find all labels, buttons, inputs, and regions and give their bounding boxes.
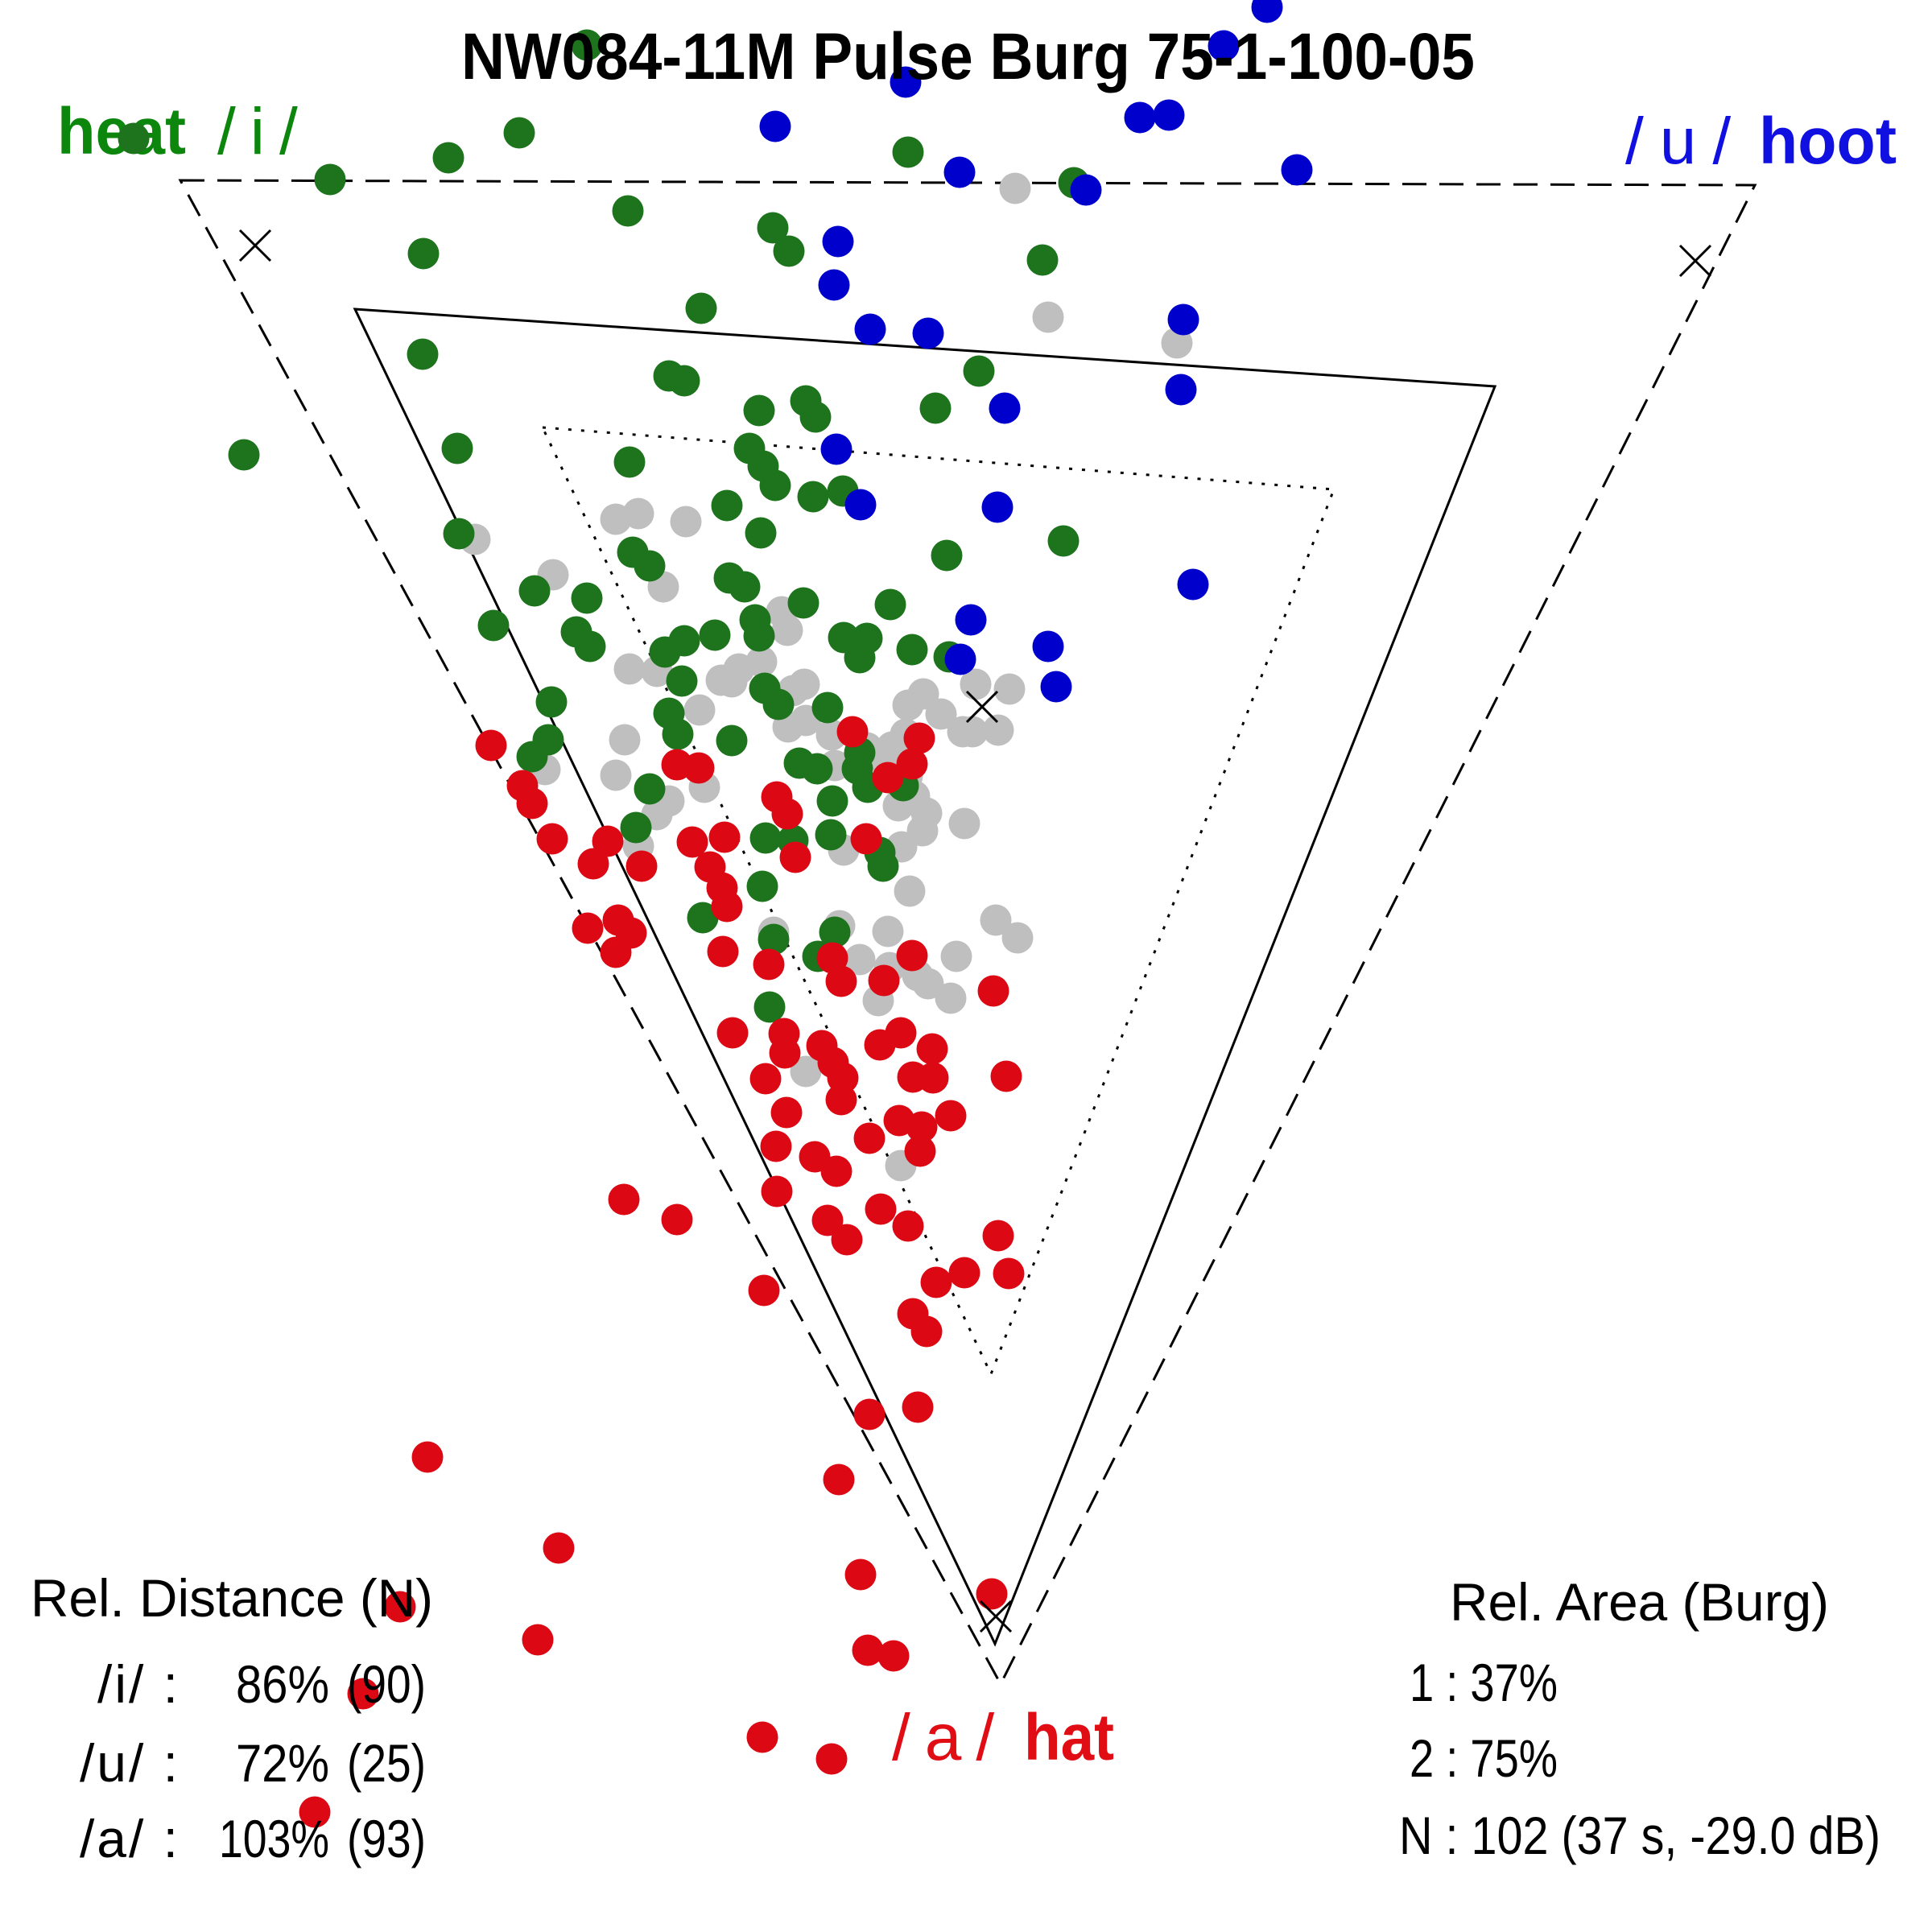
svg-text:2 : 75%: 2 : 75% <box>1410 1728 1558 1788</box>
svg-text:(90): (90) <box>347 1654 426 1714</box>
svg-text:Rel. Area (Burg): Rel. Area (Burg) <box>1450 1572 1829 1632</box>
svg-text:1 : 37%: 1 : 37% <box>1410 1653 1558 1712</box>
svg-text:/u/: /u/ <box>1625 105 1747 178</box>
svg-text:hat: hat <box>1024 1701 1114 1774</box>
svg-text:/a/: /a/ <box>892 1701 1009 1774</box>
svg-text:72%: 72% <box>236 1733 329 1793</box>
svg-text:/i/: /i/ <box>217 95 312 168</box>
svg-text:103%: 103% <box>219 1809 329 1868</box>
svg-text:NW084-11M Pulse Burg 75-1-100-: NW084-11M Pulse Burg 75-1-100-05 <box>461 20 1475 93</box>
svg-text:(93): (93) <box>347 1809 426 1868</box>
svg-text:/i/ :: /i/ : <box>97 1654 180 1714</box>
svg-text:/a/ :: /a/ : <box>80 1809 180 1868</box>
svg-text:Rel. Distance (N): Rel. Distance (N) <box>31 1568 433 1628</box>
svg-text:86%: 86% <box>236 1654 329 1714</box>
svg-text:(25): (25) <box>347 1733 426 1793</box>
svg-text:N : 102 (37 s, -29.0 dB): N : 102 (37 s, -29.0 dB) <box>1399 1806 1880 1865</box>
svg-text:hoot: hoot <box>1759 105 1897 178</box>
svg-text:/u/ :: /u/ : <box>80 1733 180 1793</box>
